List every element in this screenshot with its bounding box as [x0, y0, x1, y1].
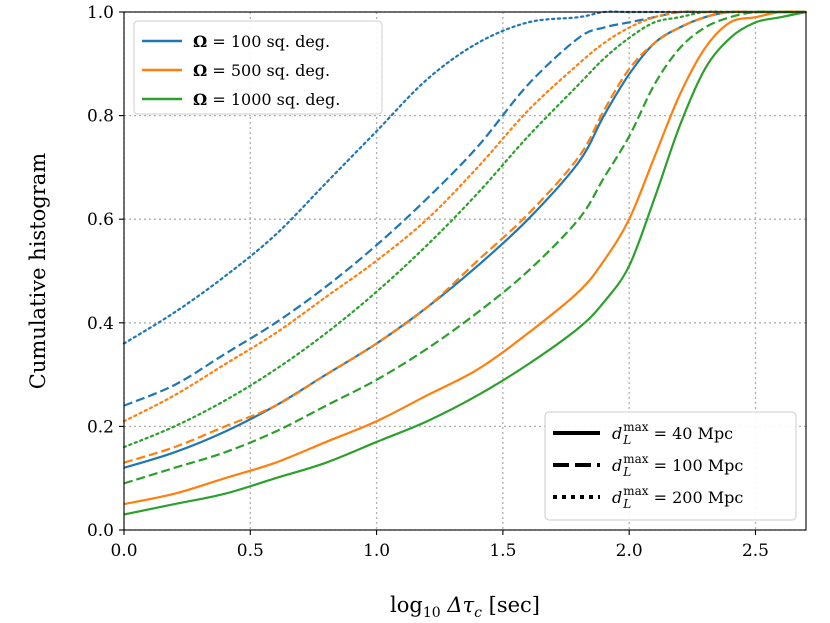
legend-area-label: Ω = 500 sq. deg.: [193, 61, 330, 80]
legend-area: Ω = 100 sq. deg. Ω = 500 sq. deg. Ω = 1000…: [133, 20, 383, 115]
tick-layer: 0.0 0.5 1.0 1.5 2.0 2.5 0.0 0.2 0.4 0.6 0.8 1.0: [87, 3, 769, 561]
plot-frame: [123, 11, 807, 531]
y-tick-label: 0.4: [87, 314, 114, 334]
y-tick-label: 0.0: [87, 521, 114, 541]
series-line-green-dotted: [122, 10, 808, 449]
curve-layer: [122, 10, 808, 516]
y-tick-label: 0.8: [87, 107, 114, 127]
x-tick-label: 1.5: [489, 541, 516, 561]
x-axis-label: log10 Δτc [sec]: [390, 593, 540, 621]
legend-area-label: Ω = 100 sq. deg.: [193, 32, 330, 51]
series-line-green-solid: [123, 10, 807, 516]
x-tick-label: 2.5: [742, 541, 769, 561]
y-tick-label: 1.0: [87, 3, 114, 23]
series-line-orange-dashed: [123, 10, 806, 464]
y-axis-label: Cumulative histogram: [26, 153, 50, 389]
y-tick-label: 0.2: [87, 417, 114, 437]
x-tick-label: 0.5: [237, 541, 264, 561]
series-line-orange-solid: [123, 10, 807, 506]
x-tick-label: 1.0: [363, 541, 390, 561]
x-tick-label: 0.0: [110, 541, 137, 561]
legend-distance: dLmax = 40 Mpc dLmax = 100 Mpc dLmax = 200…: [544, 411, 797, 521]
legend-distance-label: dLmax = 100 Mpc: [612, 452, 743, 479]
legend-distance-label: dLmax = 200 Mpc: [612, 484, 743, 511]
series-line-green-dashed: [123, 10, 806, 485]
legend-distance-box: [544, 411, 797, 521]
legend-area-label: Ω = 1000 sq. deg.: [193, 90, 340, 109]
legend-distance-label: dLmax = 40 Mpc: [612, 420, 733, 447]
x-tick-label: 2.0: [616, 541, 643, 561]
y-tick-label: 0.6: [87, 210, 114, 230]
legend-area-box: [133, 20, 383, 115]
